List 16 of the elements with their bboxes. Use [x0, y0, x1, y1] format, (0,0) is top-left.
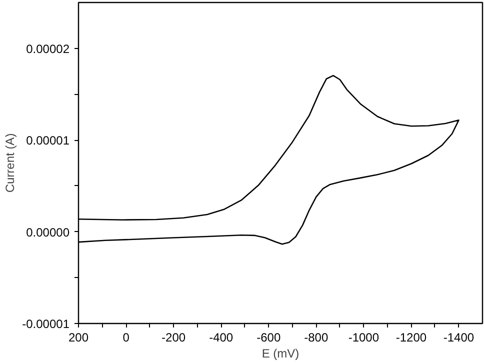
x-tick-label: -800: [304, 330, 328, 344]
x-tick-label: -1200: [396, 330, 427, 344]
x-axis-title: E (mV): [262, 346, 300, 360]
x-tick-label: 200: [68, 330, 89, 344]
y-tick-label: 0.00002: [26, 42, 70, 56]
x-tick-label: -600: [256, 330, 281, 344]
x-tick-label: -400: [209, 330, 234, 344]
x-tick-label: -1400: [443, 330, 474, 344]
x-tick-label: -200: [162, 330, 186, 344]
x-tick-label: 0: [122, 330, 130, 344]
y-tick-label: 0.00000: [26, 225, 70, 240]
y-axis-title: Current (A): [3, 133, 18, 193]
y-tick-label: 0.00001: [26, 134, 70, 148]
line-series: [78, 74, 460, 245]
x-tick-label: -1000: [348, 330, 380, 344]
y-tick-label: -0.00001: [22, 317, 70, 331]
